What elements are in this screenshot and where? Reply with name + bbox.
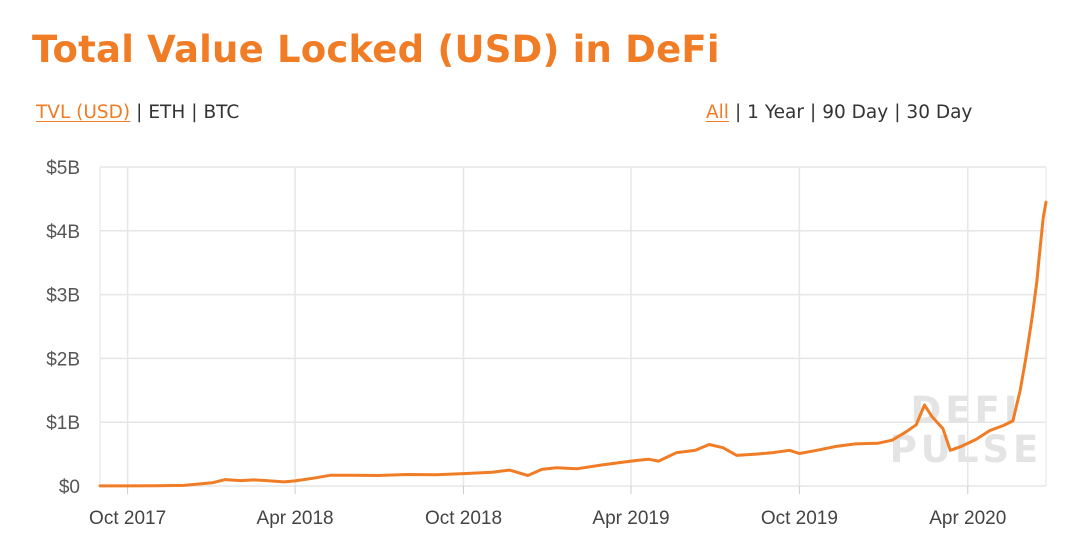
x-axis-ticks: Oct 2017 Apr 2018 Oct 2018 Apr 2019 Oct 2019… [89, 508, 1006, 529]
x-tick-label: Oct 2019 [761, 508, 838, 529]
tab-separator: | [136, 102, 143, 123]
tab-90-day[interactable]: 90 Day [822, 102, 889, 123]
tab-tvl-usd[interactable]: TVL (USD) [36, 102, 131, 123]
tab-separator: | [734, 102, 742, 123]
x-tick-label: Oct 2018 [425, 508, 502, 529]
grid-lines [99, 166, 1047, 494]
range-tabs: All | 1 Year | 90 Day | 30 Day [706, 102, 972, 123]
watermark-line-2: PULSE [890, 428, 1043, 471]
y-tick-label: $4B [46, 222, 80, 243]
y-tick-label: $1B [46, 413, 80, 434]
series-group [98, 200, 1048, 488]
tab-30-day[interactable]: 30 Day [906, 102, 973, 123]
page-title: Total Value Locked (USD) in DeFi [32, 28, 720, 71]
series-line-tvl [98, 200, 1048, 488]
watermark: DEFI PULSE [890, 389, 1043, 471]
tab-separator: | [191, 102, 198, 123]
tab-separator: | [894, 102, 901, 123]
y-tick-label: $0 [59, 477, 80, 498]
tvl-line-chart: DEFI PULSE $0 $1B $2B $3B $4B $5B Oct 2017 Apr… [46, 158, 1048, 529]
unit-tabs: TVL (USD) | ETH | BTC [36, 102, 239, 123]
x-tick-label: Apr 2019 [592, 508, 669, 529]
tab-1-year[interactable]: 1 Year [747, 102, 804, 123]
tab-btc[interactable]: BTC [203, 102, 240, 123]
x-tick-label: Oct 2017 [89, 508, 166, 529]
y-tick-label: $2B [46, 349, 80, 370]
x-tick-label: Apr 2020 [929, 508, 1006, 529]
tab-separator: | [810, 102, 817, 123]
x-tick-label: Apr 2018 [257, 508, 334, 529]
y-tick-label: $3B [46, 286, 80, 307]
tab-eth[interactable]: ETH [148, 102, 186, 123]
y-axis-ticks: $0 $1B $2B $3B $4B $5B [46, 158, 80, 498]
tab-all[interactable]: All [706, 102, 729, 123]
y-tick-label: $5B [46, 158, 80, 179]
